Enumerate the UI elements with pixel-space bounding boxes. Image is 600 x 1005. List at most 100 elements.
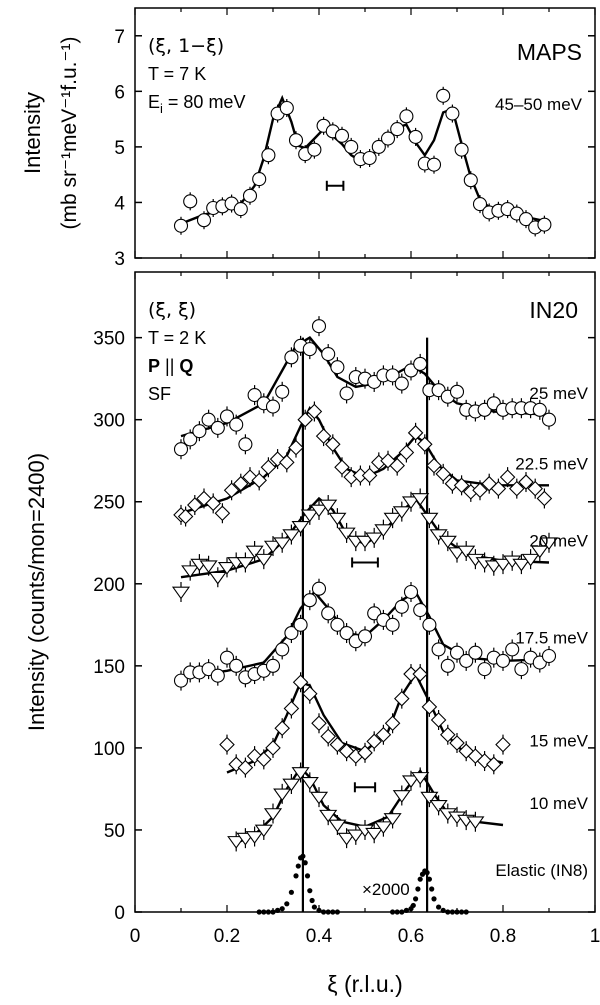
in20-data-point [449, 384, 465, 399]
in20-y-tick-label: 300 [93, 411, 125, 432]
in20-data-point [233, 475, 249, 492]
in20-data-point [254, 553, 273, 567]
in20-data-point [265, 740, 281, 756]
in20-data-point [201, 412, 216, 427]
maps-y-tick-label: 7 [114, 27, 125, 48]
in20-data-point [315, 428, 332, 444]
in20-x-tick-label: 0.4 [306, 926, 333, 947]
in20-data-point [435, 466, 451, 482]
maps-data-point [252, 172, 267, 187]
in20-data-point [297, 411, 313, 428]
in20-data-point [420, 512, 439, 526]
in20-data-point [518, 474, 534, 490]
in20-data-point [541, 648, 557, 664]
in20-data-point [219, 409, 235, 424]
maps-data-point [233, 202, 248, 217]
maps-y-tick-label: 6 [114, 82, 125, 103]
in20-data-point [311, 319, 327, 334]
maps-data-point [344, 139, 359, 154]
maps-ei-subscript: i [160, 101, 163, 116]
in20-data-point [302, 593, 317, 608]
in20-data-point [365, 827, 384, 841]
in20-data-point [374, 821, 393, 835]
in20-y-tick-label: 200 [93, 575, 125, 596]
in20-data-point [394, 909, 400, 915]
in20-pol-p: P [148, 356, 160, 376]
in20-data-point [429, 886, 435, 892]
in20-data-point [389, 457, 405, 474]
in20-data-point [282, 778, 301, 792]
in20-data-point [304, 873, 311, 879]
maps-data-point [380, 131, 396, 146]
in20-data-point [173, 673, 189, 688]
in20-data-point [300, 853, 306, 859]
in20-energy-label: 22.5 meV [515, 454, 588, 473]
in20-data-point [173, 442, 189, 457]
maps-y-tick-label: 5 [114, 138, 125, 159]
in20-data-point [536, 490, 553, 507]
maps-direction-label: (ξ, 1−ξ) [148, 35, 224, 57]
in20-data-point [295, 863, 301, 869]
in20-data-point [329, 736, 346, 753]
in20-data-point [459, 909, 465, 915]
in20-data-point [383, 813, 402, 826]
in20-data-point [431, 642, 446, 657]
in20-data-point [337, 832, 356, 846]
in20-data-point [384, 715, 401, 732]
in20-data-point [300, 509, 319, 523]
maps-data-point [334, 128, 350, 143]
in20-x-tick-label: 1 [590, 926, 600, 947]
in20-data-point [319, 809, 338, 823]
in20-data-point [263, 540, 283, 554]
in20-data-point [199, 560, 218, 574]
maps-energy-range-label: 45–50 meV [495, 95, 583, 114]
in20-data-point [463, 909, 469, 915]
in20-data-point [236, 557, 255, 570]
in20-panel: 0 50 100 150 200 250 300 350 0 0.2 0.4 0.6 0.8 1 25 … [24, 271, 600, 997]
in20-data-point [270, 909, 276, 915]
in20-data-point [177, 508, 194, 525]
in20-data-point [334, 459, 350, 476]
in20-data-point [254, 824, 273, 838]
in20-data-point [273, 788, 292, 802]
maps-data-point [371, 139, 386, 154]
in20-y-axis-label: Intensity (counts/mon=2400) [24, 453, 49, 731]
in20-x-ticks: 0 0.2 0.4 0.6 0.8 1 [130, 272, 600, 947]
in20-data-point [394, 376, 409, 391]
maps-ei-suffix: = 80 meV [163, 92, 246, 112]
in20-data-point [413, 896, 419, 902]
in20-data-point [385, 368, 400, 383]
maps-data-point [445, 106, 460, 121]
in20-data-point [302, 860, 308, 866]
in20-data-point [302, 342, 317, 357]
in20-data-point [275, 384, 290, 399]
in20-data-point [279, 454, 295, 471]
in20-data-point [420, 791, 439, 805]
maps-y-ticks: 3 4 5 6 7 [114, 8, 596, 270]
maps-data-point [279, 100, 294, 116]
in20-data-point [499, 469, 516, 485]
maps-y-axis-label-line1: Intensity [20, 92, 45, 174]
in20-data-point [279, 906, 285, 912]
in20-data-point [321, 347, 336, 362]
in20-data-point [514, 662, 529, 677]
in20-plot-frame [134, 271, 596, 913]
in20-data-point [288, 439, 304, 456]
in20-energy-label: 20 meV [529, 531, 588, 550]
maps-data-point [288, 133, 304, 148]
maps-series [173, 86, 552, 237]
maps-y-tick-label: 3 [114, 249, 125, 270]
in20-data-point [412, 666, 428, 682]
in20-data-point [273, 537, 292, 551]
in20-data-point [256, 909, 262, 915]
in20-data-point [449, 735, 465, 751]
in20-data-point [293, 617, 308, 632]
in20-data-point [413, 356, 428, 371]
in20-data-point [210, 420, 225, 435]
in20-data-point [438, 535, 457, 549]
in20-data-point [288, 889, 294, 895]
in20-mode-label: SF [148, 384, 171, 404]
maps-data-point [242, 188, 258, 203]
in20-data-point [365, 532, 384, 546]
in20-data-point [251, 472, 267, 489]
